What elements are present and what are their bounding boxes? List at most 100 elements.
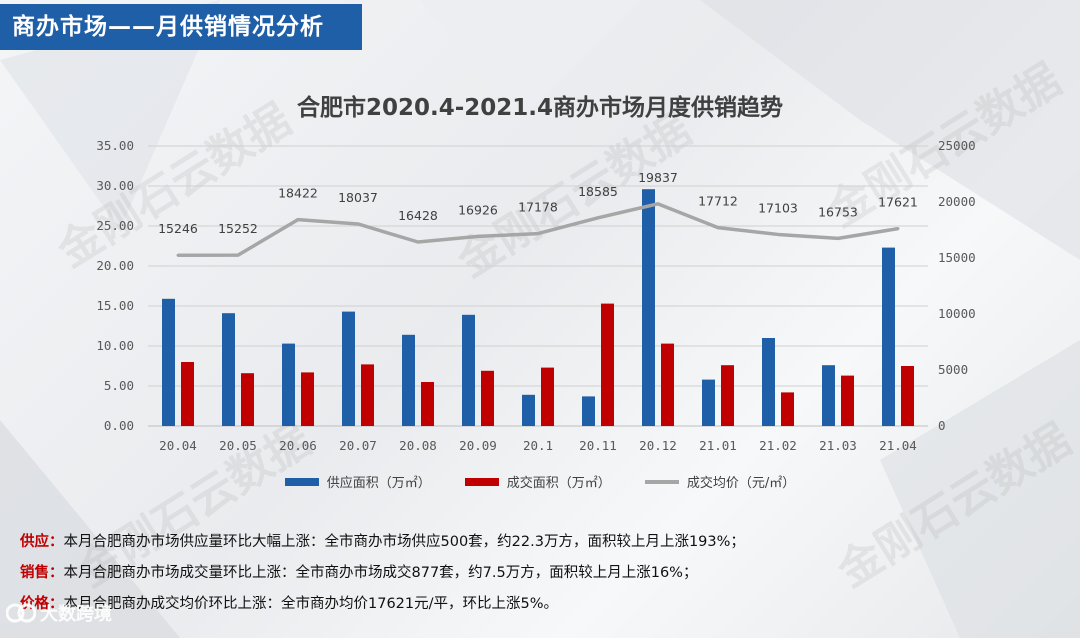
brand-logo-text: 大数跨境 <box>40 604 112 625</box>
analysis-notes: 供应：本月合肥商办市场供应量环比大幅上涨：全市商办市场供应500套，约22.3万… <box>20 527 745 620</box>
price-data-label: 18422 <box>278 186 318 201</box>
bar-deal <box>481 370 494 426</box>
note-key-price: 价格： <box>20 596 64 612</box>
bar-supply <box>702 379 715 426</box>
chart-title: 合肥市2020.4-2021.4商办市场月度供销趋势 <box>296 95 784 121</box>
x-axis-category-label: 21.01 <box>699 438 737 453</box>
price-data-label: 18585 <box>578 184 618 199</box>
right-axis-tick-label: 15000 <box>938 250 976 265</box>
legend-swatch-supply <box>284 477 319 486</box>
right-axis-tick-label: 20000 <box>938 194 976 209</box>
price-data-label: 18037 <box>338 190 378 205</box>
note-supply: 供应：本月合肥商办市场供应量环比大幅上涨：全市商办市场供应500套，约22.3万… <box>20 527 745 558</box>
left-axis-tick-label: 25.00 <box>96 218 134 233</box>
note-text-sales: 本月合肥商办市场成交量环比上涨：全市商办市场成交877套，约7.5万方，面积较上… <box>63 565 698 581</box>
bar-supply <box>162 298 175 426</box>
x-axis-category-label: 21.02 <box>759 438 797 453</box>
note-key-sales: 销售： <box>20 565 64 581</box>
price-data-label: 17712 <box>698 194 738 209</box>
price-data-label: 17178 <box>518 200 558 215</box>
price-data-label: 15252 <box>218 221 258 236</box>
price-data-label: 17621 <box>878 195 918 210</box>
left-axis-tick-label: 0.00 <box>104 418 134 433</box>
x-axis-category-label: 20.12 <box>639 438 677 453</box>
left-axis-tick-label: 15.00 <box>96 298 134 313</box>
line-point-price <box>896 227 900 231</box>
line-point-price <box>356 222 360 226</box>
note-sales: 销售：本月合肥商办市场成交量环比上涨：全市商办市场成交877套，约7.5万方，面… <box>20 558 745 589</box>
left-axis-tick-label: 20.00 <box>96 258 134 273</box>
bar-supply <box>522 394 535 426</box>
bar-supply <box>882 247 895 426</box>
legend-swatch-price <box>644 479 679 484</box>
brand-logo: 大数跨境 <box>6 600 112 626</box>
line-point-price <box>716 226 720 230</box>
price-data-label: 19837 <box>638 170 678 185</box>
price-data-label: 17103 <box>758 200 798 215</box>
x-axis-category-label: 20.06 <box>279 438 317 453</box>
x-axis-category-label: 20.05 <box>219 438 257 453</box>
x-axis-category-label: 20.1 <box>523 438 553 453</box>
note-price: 价格：本月合肥商办成交均价环比上涨：全市商办均价17621元/平，环比上涨5%。 <box>20 589 745 620</box>
legend-item-supply: 供应面积（万㎡） <box>284 472 431 491</box>
bar-supply <box>282 343 295 426</box>
x-axis-category-label: 20.07 <box>339 438 377 453</box>
legend-item-deal: 成交面积（万㎡） <box>464 472 611 491</box>
bar-deal <box>421 382 434 426</box>
x-axis-category-label: 20.08 <box>399 438 437 453</box>
x-axis-category-label: 20.09 <box>459 438 497 453</box>
bar-deal <box>661 343 674 426</box>
line-point-price <box>836 236 840 240</box>
bar-deal <box>901 366 914 426</box>
right-axis-tick-label: 25000 <box>938 138 976 153</box>
bar-deal <box>541 367 554 426</box>
left-axis-tick-label: 10.00 <box>96 338 134 353</box>
bar-deal <box>781 392 794 426</box>
bar-supply <box>342 311 355 426</box>
line-point-price <box>296 218 300 222</box>
left-axis-tick-label: 30.00 <box>96 178 134 193</box>
left-axis-tick-label: 35.00 <box>96 138 134 153</box>
bar-deal <box>181 362 194 426</box>
bar-deal <box>241 373 254 426</box>
bar-deal <box>601 303 614 426</box>
bar-deal <box>841 375 854 426</box>
bar-deal <box>721 365 734 426</box>
price-data-label: 16428 <box>398 208 438 223</box>
price-data-label: 16926 <box>458 202 498 217</box>
bar-deal <box>301 372 314 426</box>
line-point-price <box>236 253 240 257</box>
legend-item-price: 成交均价（元/㎡） <box>644 472 795 491</box>
price-data-label: 16753 <box>818 204 858 219</box>
bar-supply <box>822 365 835 426</box>
bar-supply <box>582 396 595 426</box>
chart-legend: 供应面积（万㎡） 成交面积（万㎡） 成交均价（元/㎡） <box>0 472 1080 491</box>
bar-supply <box>642 189 655 426</box>
combo-chart: 0.00 5.00 10.00 15.00 20.00 25.00 30.00 35.00 0 5… <box>96 138 976 453</box>
legend-label-supply: 供应面积（万㎡） <box>326 476 431 491</box>
slide-title: 商办市场——月供销情况分析 <box>0 4 362 50</box>
right-axis-tick-label: 0 <box>938 418 946 433</box>
note-text-price: 本月合肥商办成交均价环比上涨：全市商办均价17621元/平，环比上涨5%。 <box>63 596 559 612</box>
line-point-price <box>776 232 780 236</box>
left-axis-tick-label: 5.00 <box>104 378 134 393</box>
bar-supply <box>222 313 235 426</box>
line-point-price <box>656 202 660 206</box>
line-point-price <box>476 234 480 238</box>
right-axis-tick-label: 5000 <box>938 362 968 377</box>
legend-label-deal: 成交面积（万㎡） <box>506 476 611 491</box>
x-axis-category-label: 20.11 <box>579 438 617 453</box>
x-axis-category-label: 21.04 <box>879 438 917 453</box>
line-point-price <box>176 253 180 257</box>
bar-supply <box>762 338 775 426</box>
brand-logo-icon <box>6 603 36 623</box>
line-point-price <box>596 216 600 220</box>
line-point-price <box>536 232 540 236</box>
legend-swatch-deal <box>464 477 499 486</box>
bar-deal <box>361 364 374 426</box>
right-axis-tick-label: 10000 <box>938 306 976 321</box>
bar-supply <box>402 334 415 426</box>
x-axis-category-label: 20.04 <box>159 438 197 453</box>
note-key-supply: 供应： <box>20 534 64 550</box>
x-axis-category-label: 21.03 <box>819 438 857 453</box>
